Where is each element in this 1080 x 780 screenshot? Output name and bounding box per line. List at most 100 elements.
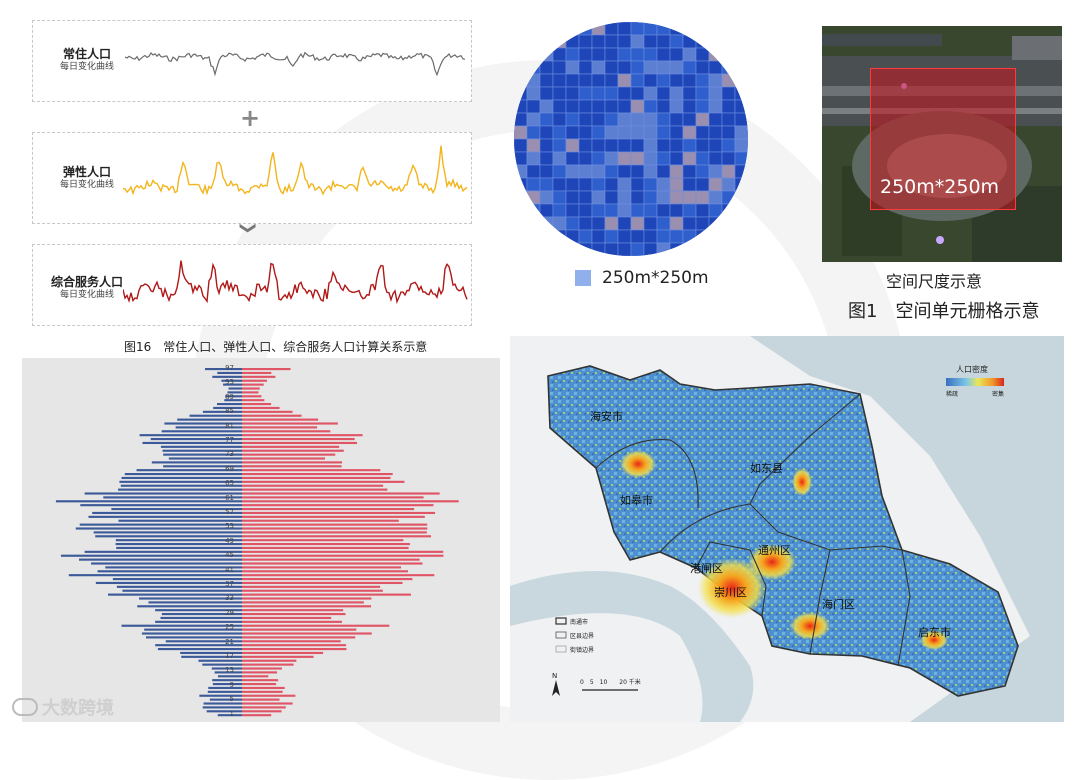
- pyramid-bar-male: [121, 476, 242, 480]
- pyramid-bar-female: [242, 640, 341, 643]
- pyramid-bar-female: [242, 609, 344, 612]
- pyramid-bar-female: [242, 492, 440, 495]
- pyramid-bar-female: [242, 644, 347, 647]
- pyramid-age-tick: 73: [225, 450, 234, 459]
- pyramid-bar-male: [163, 465, 242, 468]
- pyramid-bar-female: [242, 445, 340, 448]
- pyramid-bar-male: [84, 492, 242, 495]
- pyramid-bar-female: [242, 675, 269, 678]
- pyramid-bar-male: [121, 624, 242, 627]
- pyramid-bar-female: [242, 395, 262, 398]
- pyramid-bar-female: [242, 453, 336, 456]
- pyramid-bar-female: [242, 574, 435, 577]
- panel-elastic: 弹性人口 每日变化曲线: [32, 132, 472, 224]
- resident-curve: [125, 51, 465, 77]
- pyramid-bar-female: [242, 593, 411, 596]
- pyramid-bar-male: [224, 399, 242, 402]
- pyramid-bar-female: [242, 515, 425, 518]
- spatial-scale-caption: 空间尺度示意: [886, 272, 983, 291]
- pyramid-bar-male: [55, 500, 242, 503]
- figure16-caption: 图16 常住人口、弹性人口、综合服务人口计算关系示意: [124, 340, 428, 354]
- pyramid-bar-male: [177, 418, 242, 421]
- pyramid-bar-female: [242, 473, 393, 476]
- pyramid-bar-male: [175, 426, 242, 429]
- pyramid-bar-male: [227, 391, 242, 394]
- brand-icon: [12, 698, 38, 716]
- pyramid-bar-female: [242, 601, 364, 604]
- pyramid-bar-male: [151, 461, 242, 464]
- pyramid-bar-female: [242, 399, 265, 402]
- figure1-caption: 图1 空间单元栅格示意: [848, 301, 1040, 322]
- satellite-image: 250m*250m: [822, 26, 1062, 262]
- pyramid-bar-male: [212, 683, 242, 686]
- pyramid-bar-female: [242, 379, 267, 382]
- pyramid-bar-female: [242, 414, 302, 417]
- pyramid-bar-female: [242, 558, 420, 561]
- pyramid-age-tick: 25: [225, 623, 234, 632]
- pyramid-bar-female: [242, 714, 272, 717]
- pyramid-bar-female: [242, 694, 296, 697]
- pyramid-bar-male: [95, 535, 243, 538]
- pyramid-bar-male: [79, 558, 242, 561]
- pyramid-bar-male: [203, 702, 242, 705]
- pyramid-bar-female: [242, 519, 399, 522]
- pyramid-bar-male: [213, 406, 242, 410]
- panel-elastic-title: 弹性人口: [62, 165, 111, 179]
- pyramid-bar-female: [242, 488, 388, 491]
- panel-service-title: 综合服务人口: [50, 275, 123, 289]
- pyramid-bar-female: [242, 449, 344, 452]
- pyramid-bar-male: [216, 403, 242, 406]
- pyramid-bar-female: [242, 403, 272, 406]
- pyramid-bar-male: [119, 480, 242, 483]
- pyramid-bar-male: [60, 554, 242, 557]
- pyramid-bar-female: [242, 508, 415, 511]
- pyramid-bar-male: [141, 632, 242, 635]
- pyramid-bar-male: [165, 640, 242, 643]
- pyramid-bar-male: [148, 601, 242, 604]
- pyramid-bar-female: [242, 410, 293, 413]
- pyramid-bar-male: [205, 368, 242, 371]
- pyramid-bar-male: [120, 484, 242, 487]
- nantong-region: [547, 365, 1019, 697]
- district-tongzhou: 通州区: [758, 544, 791, 557]
- pyramid-bar-male: [168, 457, 242, 460]
- pyramid-bar-male: [112, 578, 243, 581]
- panel-resident: 常住人口 每日变化曲线: [32, 20, 472, 102]
- pyramid-bar-female: [242, 523, 428, 526]
- pyramid-bar-female: [242, 430, 331, 433]
- pyramid-age-tick: 81: [225, 421, 234, 430]
- district-qidong: 启东市: [918, 625, 951, 639]
- district-haimen: 海门区: [822, 597, 855, 611]
- pyramid-bar-female: [242, 663, 294, 666]
- pyramid-bar-male: [161, 613, 242, 616]
- pyramid-age-tick: 17: [225, 652, 234, 660]
- pyramid-bar-male: [105, 566, 243, 569]
- pyramid-bar-female: [242, 383, 264, 386]
- pyramid-bar-male: [97, 570, 242, 573]
- pyramid-bar-female: [242, 605, 372, 608]
- pyramid-bar-male: [115, 543, 242, 546]
- pyramid-bar-female: [242, 686, 285, 690]
- pyramid-bar-female: [242, 465, 342, 468]
- pyramid-bar-male: [118, 488, 242, 491]
- pyramid-bar-female: [242, 461, 343, 464]
- district-rudong: 如东县: [750, 461, 783, 475]
- pyramid-bar-male: [161, 430, 242, 433]
- pyramid-bar-female: [242, 418, 319, 421]
- pyramid-bar-male: [118, 519, 242, 522]
- pyramid-bar-female: [242, 578, 413, 581]
- pyramid-bar-female: [242, 581, 403, 585]
- pyramid-bar-male: [142, 441, 242, 445]
- pyramid-bar-male: [107, 593, 243, 596]
- pyramid-bar-male: [212, 375, 242, 378]
- pyramid-age-tick: 5: [229, 695, 234, 704]
- pyramid-bar-female: [242, 375, 276, 378]
- pyramid-bar-female: [242, 566, 402, 569]
- panel-resident-subtitle: 每日变化曲线: [59, 62, 114, 72]
- circular-grid-map: [514, 22, 748, 256]
- pyramid-bar-female: [242, 597, 372, 600]
- pyramid-bar-male: [75, 527, 243, 530]
- grid-size-label: 250m*250m: [880, 176, 1000, 198]
- population-pyramid: 97 93 89 85 81 77 73 69 65 61 57 53 49 45 41 37 33 29 25 21…: [22, 358, 500, 722]
- pyramid-bar-female: [242, 589, 383, 592]
